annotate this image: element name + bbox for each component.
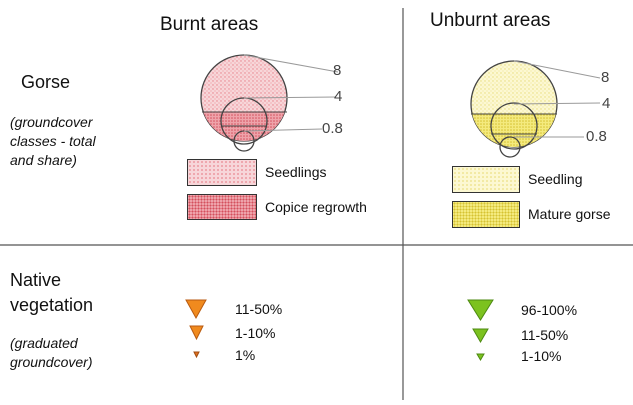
burnt-gorse-circles bbox=[200, 54, 339, 152]
unburnt-native-label-2: 11-50% bbox=[521, 327, 569, 343]
triangle-small bbox=[476, 353, 485, 361]
burnt-native-label-2: 1-10% bbox=[235, 325, 276, 341]
seedlings-label: Seedlings bbox=[265, 164, 327, 180]
unburnt-scale-label-0.8: 0.8 bbox=[586, 128, 607, 145]
burnt-scale-label-0.8: 0.8 bbox=[322, 120, 343, 137]
burnt-areas-heading: Burnt areas bbox=[160, 14, 259, 35]
copice-regrowth-swatch bbox=[187, 194, 257, 220]
seedling-label: Seedling bbox=[528, 171, 583, 187]
copice-regrowth-label: Copice regrowth bbox=[265, 199, 367, 215]
gorse-note: (groundcover classes - total and share) bbox=[10, 114, 96, 168]
unburnt-native-label-1: 96-100% bbox=[521, 302, 578, 318]
unburnt-native-symbols bbox=[467, 299, 494, 361]
mature-gorse-swatch bbox=[452, 201, 520, 228]
triangle-medium bbox=[472, 328, 489, 344]
burnt-scale-label-8: 8 bbox=[333, 62, 342, 79]
gorse-title: Gorse bbox=[21, 72, 71, 92]
seedlings-swatch bbox=[187, 159, 257, 186]
burnt-scale-label-4: 4 bbox=[334, 88, 343, 105]
triangle-large bbox=[185, 299, 207, 320]
seedling-swatch bbox=[452, 166, 520, 193]
burnt-native-label-1: 11-50% bbox=[235, 301, 283, 317]
unburnt-scale-label-4: 4 bbox=[602, 95, 611, 112]
unburnt-circle-medium bbox=[490, 102, 538, 150]
unburnt-scale-label-8: 8 bbox=[601, 69, 610, 86]
unburnt-areas-heading: Unburnt areas bbox=[430, 10, 551, 31]
triangle-large bbox=[467, 299, 494, 321]
mature-gorse-label: Mature gorse bbox=[528, 206, 611, 222]
unburnt-circle-small bbox=[499, 136, 521, 158]
burnt-native-label-3: 1% bbox=[235, 347, 256, 363]
native-vegetation-title: Native vegetation bbox=[10, 270, 94, 315]
triangle-medium bbox=[189, 325, 204, 341]
unburnt-native-label-3: 1-10% bbox=[521, 348, 562, 364]
native-vegetation-note: (graduated groundcover) bbox=[10, 335, 93, 370]
burnt-native-symbols bbox=[185, 299, 207, 359]
unburnt-gorse-circles bbox=[470, 60, 601, 158]
triangle-small bbox=[193, 351, 200, 359]
